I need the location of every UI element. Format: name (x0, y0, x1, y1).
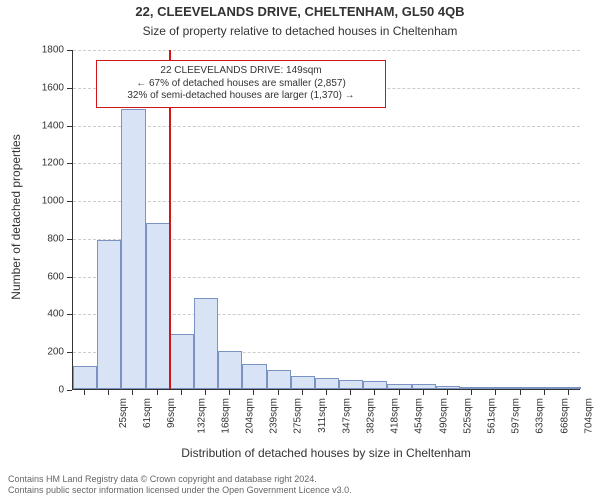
histogram-bar (387, 384, 411, 389)
x-tick-label: 418sqm (390, 398, 401, 434)
histogram-bar (97, 240, 121, 389)
y-tick-label: 200 (0, 347, 64, 358)
y-tick-label: 1800 (0, 45, 64, 56)
histogram-bar (436, 386, 460, 389)
histogram-bar (339, 380, 363, 389)
y-tick-mark (67, 314, 72, 315)
y-tick-mark (67, 163, 72, 164)
x-tick-label: 668sqm (559, 398, 570, 434)
x-tick-mark (399, 390, 400, 395)
histogram-bar (291, 376, 315, 389)
histogram-bar (73, 366, 97, 389)
x-tick-mark (350, 390, 351, 395)
footer-line: Contains HM Land Registry data © Crown c… (8, 474, 352, 485)
x-tick-mark (423, 390, 424, 395)
y-tick-mark (67, 390, 72, 391)
histogram-bar (170, 334, 194, 389)
histogram-bar (121, 109, 145, 389)
histogram-bar (508, 387, 532, 389)
x-tick-mark (181, 390, 182, 395)
histogram-bar (242, 364, 266, 389)
x-tick-mark (229, 390, 230, 395)
x-tick-label: 561sqm (487, 398, 498, 434)
x-tick-label: 311sqm (316, 398, 327, 433)
x-axis-label: Distribution of detached houses by size … (72, 446, 580, 460)
x-tick-label: 382sqm (366, 398, 377, 434)
histogram-bar (412, 384, 436, 389)
x-tick-label: 454sqm (414, 398, 425, 434)
x-tick-label: 490sqm (438, 398, 449, 434)
x-tick-mark (84, 390, 85, 395)
histogram-bar (194, 298, 218, 389)
x-tick-label: 61sqm (142, 398, 153, 428)
x-tick-mark (495, 390, 496, 395)
x-tick-mark (374, 390, 375, 395)
gridline (73, 126, 580, 127)
y-tick-mark (67, 88, 72, 89)
gridline (73, 201, 580, 202)
annotation-line: ← 67% of detached houses are smaller (2,… (103, 78, 379, 91)
x-tick-label: 132sqm (196, 398, 207, 434)
x-tick-mark (157, 390, 158, 395)
annotation-box: 22 CLEEVELANDS DRIVE: 149sqm← 67% of det… (96, 60, 386, 108)
annotation-line: 22 CLEEVELANDS DRIVE: 149sqm (103, 65, 379, 78)
annotation-line: 32% of semi-detached houses are larger (… (103, 90, 379, 103)
y-tick-mark (67, 239, 72, 240)
x-tick-mark (544, 390, 545, 395)
y-axis-label: Number of detached properties (9, 117, 23, 317)
y-tick-mark (67, 50, 72, 51)
x-tick-mark (326, 390, 327, 395)
histogram-bar (460, 387, 484, 389)
y-tick-label: 1600 (0, 82, 64, 93)
x-tick-mark (568, 390, 569, 395)
x-tick-label: 347sqm (341, 398, 352, 434)
gridline (73, 163, 580, 164)
title-sub: Size of property relative to detached ho… (0, 24, 600, 38)
x-tick-label: 25sqm (118, 398, 129, 428)
title-main: 22, CLEEVELANDS DRIVE, CHELTENHAM, GL50 … (0, 4, 600, 19)
y-tick-label: 0 (0, 385, 64, 396)
y-tick-mark (67, 352, 72, 353)
x-tick-mark (278, 390, 279, 395)
x-tick-mark (132, 390, 133, 395)
footer-line: Contains public sector information licen… (8, 485, 352, 496)
x-tick-label: 597sqm (511, 398, 522, 434)
x-tick-label: 96sqm (166, 398, 177, 428)
x-tick-label: 704sqm (583, 398, 594, 434)
histogram-bar (557, 387, 581, 389)
histogram-bar (267, 370, 291, 389)
x-tick-mark (471, 390, 472, 395)
gridline (73, 50, 580, 51)
histogram-bar (484, 387, 508, 389)
y-tick-mark (67, 126, 72, 127)
x-tick-mark (302, 390, 303, 395)
x-tick-label: 204sqm (245, 398, 256, 434)
histogram-bar (533, 387, 557, 389)
x-tick-label: 275sqm (293, 398, 304, 434)
y-tick-mark (67, 201, 72, 202)
x-tick-mark (205, 390, 206, 395)
histogram-bar (218, 351, 242, 389)
x-tick-label: 239sqm (269, 398, 280, 434)
x-tick-label: 525sqm (462, 398, 473, 434)
histogram-bar (363, 381, 387, 389)
y-tick-mark (67, 277, 72, 278)
x-tick-mark (447, 390, 448, 395)
footer: Contains HM Land Registry data © Crown c… (0, 474, 352, 496)
x-tick-mark (108, 390, 109, 395)
histogram-bar (315, 378, 339, 389)
histogram-bar (146, 223, 170, 389)
x-tick-label: 168sqm (220, 398, 231, 434)
x-tick-mark (520, 390, 521, 395)
x-tick-label: 633sqm (535, 398, 546, 434)
x-tick-mark (253, 390, 254, 395)
